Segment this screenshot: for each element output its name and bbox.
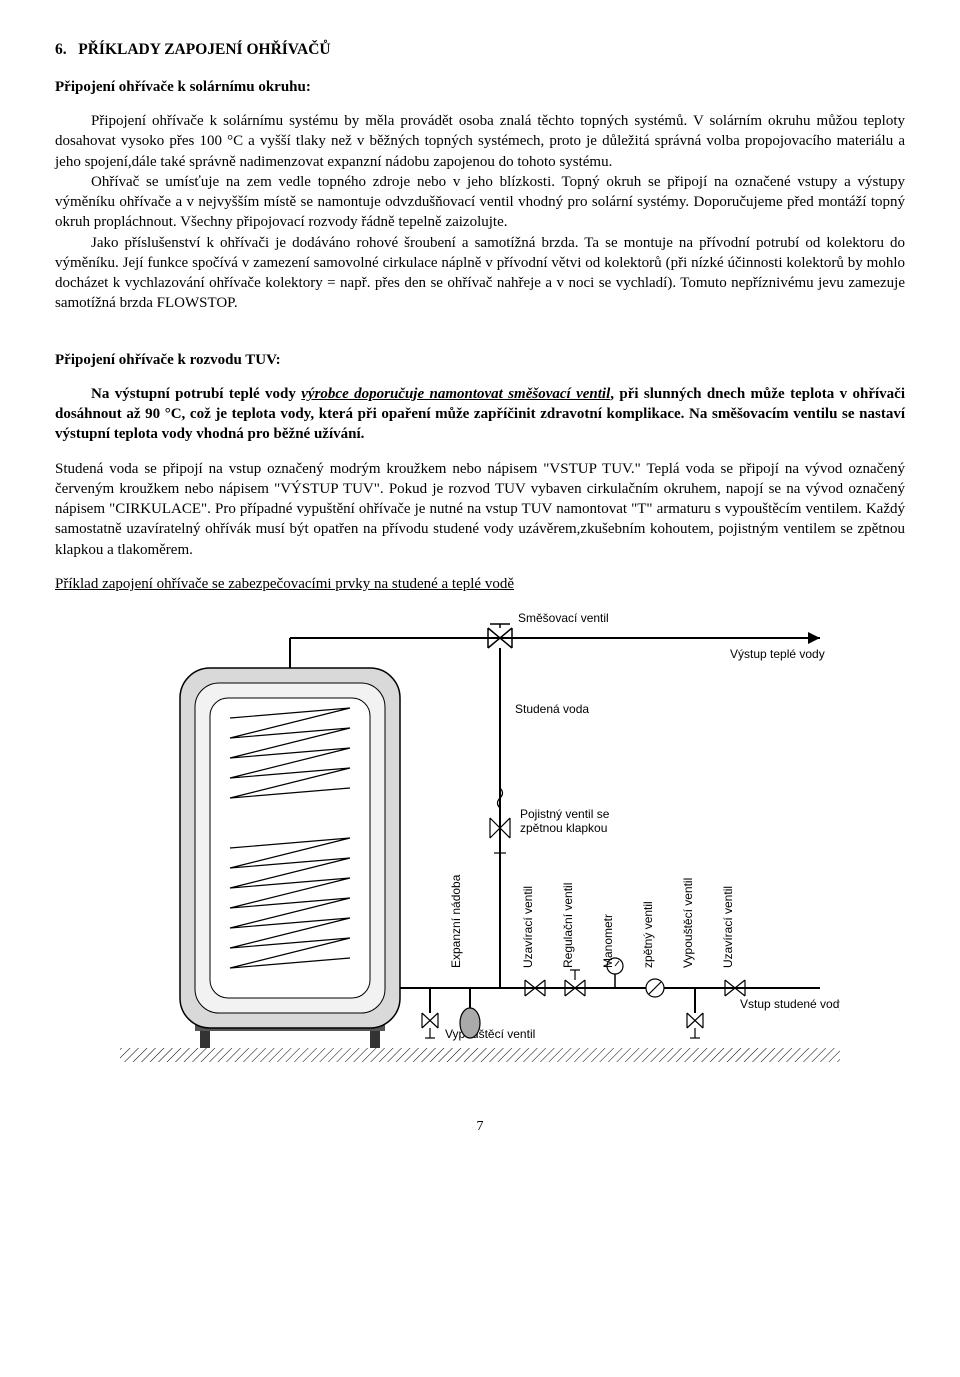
svg-text:Manometr: Manometr [601,914,615,968]
svg-text:Vstup studené vody: Vstup studené vody [740,997,840,1011]
svg-text:Vypouštěcí ventil: Vypouštěcí ventil [445,1027,535,1041]
svg-text:zpětný ventil: zpětný ventil [641,901,655,968]
paragraph-solar-3: Jako příslušenství k ohřívači je dodáván… [55,233,905,314]
svg-text:Uzavírací ventil: Uzavírací ventil [521,886,535,968]
svg-text:Směšovací ventil: Směšovací ventil [518,611,609,625]
subheading-tuv: Připojení ohřívače k rozvodu TUV: [55,350,905,370]
subheading-solar: Připojení ohřívače k solárnímu okruhu: [55,77,905,97]
paragraph-example-caption: Příklad zapojení ohřívače se zabezpečova… [55,574,905,594]
svg-text:Studená voda: Studená voda [515,702,589,716]
svg-text:Uzavírací ventil: Uzavírací ventil [721,886,735,968]
tuv-underline: výrobce doporučuje namontovat směšovací … [301,386,610,402]
paragraph-solar-2: Ohřívač se umísťuje na zem vedle topného… [55,172,905,233]
example-caption-text: Příklad zapojení ohřívače se zabezpečova… [55,576,514,592]
paragraph-tuv-bold: Na výstupní potrubí teplé vody výrobce d… [55,384,905,445]
svg-text:Regulační ventil: Regulační ventil [561,883,575,968]
svg-text:zpětnou klapkou: zpětnou klapkou [520,821,607,835]
paragraph-cold-water: Studená voda se připojí na vstup označen… [55,459,905,560]
svg-text:Pojistný ventil se: Pojistný ventil se [520,807,610,821]
heading-text: PŘÍKLADY ZAPOJENÍ OHŘÍVAČŮ [78,41,330,58]
svg-text:Výstup teplé vody: Výstup teplé vody [730,647,825,661]
section-heading: 6. PŘÍKLADY ZAPOJENÍ OHŘÍVAČŮ [55,40,905,61]
page-number: 7 [55,1118,905,1137]
heading-number: 6. [55,41,67,58]
tuv-lead: Na výstupní potrubí teplé vody [91,386,301,402]
paragraph-solar-1: Připojení ohřívače k solárnímu systému b… [55,111,905,172]
svg-text:Expanzní nádoba: Expanzní nádoba [449,874,463,968]
svg-text:Vypouštěcí ventil: Vypouštěcí ventil [681,878,695,968]
connection-diagram: Směšovací ventil Výstup teplé vody Stude… [55,608,905,1088]
